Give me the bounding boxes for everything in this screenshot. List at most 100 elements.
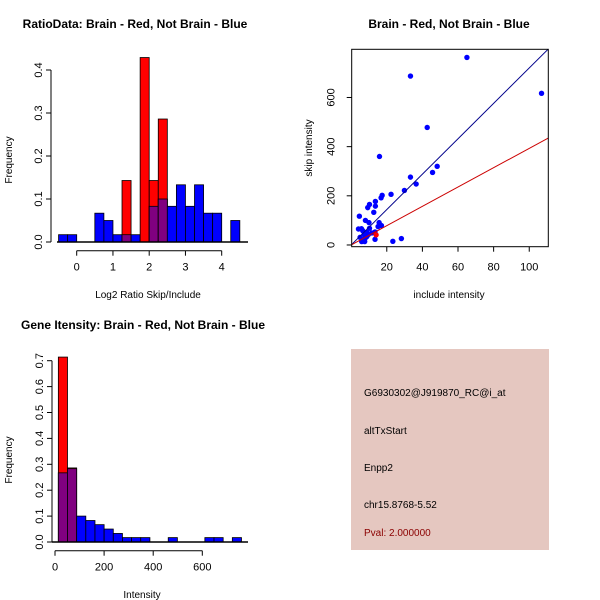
point-not-brain bbox=[372, 203, 379, 209]
point-not-brain bbox=[434, 163, 440, 170]
y-tick-label: 0.5 bbox=[34, 405, 46, 420]
x-tick-label: 0 bbox=[74, 262, 80, 274]
point-not-brain bbox=[365, 204, 371, 211]
x-tick-label: 80 bbox=[488, 262, 500, 274]
point-not-brain bbox=[407, 174, 414, 180]
x-tick-label: 4 bbox=[219, 262, 225, 274]
bar-overlap bbox=[121, 234, 132, 243]
point-not-brain bbox=[401, 187, 408, 194]
x-tick-label: 60 bbox=[452, 262, 464, 274]
point-not-brain bbox=[464, 54, 470, 61]
hist1-xlabel: Log2 Ratio Skip/Include bbox=[95, 290, 201, 301]
bar-not-brain bbox=[230, 220, 241, 243]
bar-not-brain bbox=[112, 533, 123, 543]
point-brain bbox=[373, 232, 379, 238]
bar-not-brain bbox=[94, 524, 105, 543]
bar-not-brain bbox=[130, 234, 141, 243]
point-not-brain bbox=[407, 73, 414, 79]
hist1-ylabel: Frequency bbox=[4, 136, 15, 183]
y-tick-label: 0.6 bbox=[34, 379, 46, 394]
fit-line bbox=[351, 137, 549, 246]
point-not-brain bbox=[376, 153, 383, 160]
bar-not-brain bbox=[212, 212, 223, 243]
y-tick-label: 600 bbox=[326, 88, 338, 106]
scatter-marks bbox=[351, 49, 549, 246]
x-tick-label: 0 bbox=[52, 562, 58, 574]
hist2-xlabel: Intensity bbox=[123, 590, 160, 600]
y-tick-label: 400 bbox=[326, 137, 338, 155]
x-tick-label: 1 bbox=[110, 262, 116, 274]
info-panel bbox=[351, 349, 549, 550]
scatter-xlabel: include intensity bbox=[413, 290, 484, 301]
x-tick-label: 2 bbox=[146, 262, 152, 274]
bar-overlap bbox=[67, 468, 78, 543]
point-not-brain bbox=[398, 235, 405, 242]
y-tick-label: 200 bbox=[326, 187, 338, 205]
point-not-brain bbox=[538, 90, 545, 97]
point-not-brain bbox=[429, 169, 436, 176]
point-not-brain bbox=[413, 181, 419, 187]
scatter-title: Brain - Red, Not Brain - Blue bbox=[368, 17, 530, 31]
bar-brain bbox=[139, 57, 150, 243]
y-tick-label: 0.1 bbox=[33, 191, 45, 206]
point-not-brain bbox=[378, 195, 384, 201]
y-tick-label: 0.2 bbox=[34, 483, 46, 498]
bar-not-brain bbox=[166, 205, 177, 243]
gene-name: Enpp2 bbox=[364, 463, 393, 474]
point-not-brain bbox=[357, 234, 363, 241]
bar-not-brain bbox=[194, 184, 204, 243]
y-tick-label: 0.0 bbox=[33, 234, 45, 249]
y-tick-label: 0.3 bbox=[34, 457, 46, 472]
bar-not-brain bbox=[67, 234, 78, 243]
hist2-title: Gene Itensity: Brain - Red, Not Brain - … bbox=[21, 318, 265, 332]
bar-overlap bbox=[157, 198, 168, 243]
x-tick-label: 400 bbox=[144, 562, 162, 574]
point-not-brain bbox=[356, 213, 363, 219]
y-tick-label: 0.1 bbox=[34, 508, 46, 523]
bar-not-brain bbox=[175, 184, 186, 243]
y-tick-label: 0.4 bbox=[33, 62, 45, 77]
point-not-brain bbox=[366, 225, 373, 231]
point-not-brain bbox=[372, 236, 378, 243]
bar-not-brain bbox=[103, 220, 114, 243]
x-tick-label: 40 bbox=[416, 262, 428, 274]
hist1-title: RatioData: Brain - Red, Not Brain - Blue bbox=[23, 17, 248, 31]
bar-not-brain bbox=[58, 234, 69, 243]
point-not-brain bbox=[366, 219, 372, 226]
x-tick-label: 100 bbox=[520, 262, 538, 274]
y-tick-label: 0 bbox=[326, 242, 338, 248]
x-tick-label: 3 bbox=[182, 262, 188, 274]
fit-line bbox=[351, 49, 549, 246]
bar-brain bbox=[121, 180, 132, 243]
bar-not-brain bbox=[203, 212, 214, 243]
point-not-brain bbox=[371, 209, 377, 215]
bar-not-brain bbox=[185, 205, 195, 243]
location: chr15.8768-5.52 bbox=[364, 500, 437, 511]
y-tick-label: 0.4 bbox=[34, 431, 46, 446]
scatter-ylabel: skip intensity bbox=[304, 119, 315, 176]
hist2-plot: 0.0 0.1 0.2 0.3 0.4 0.5 0.6 0.7 0 200 400 600 bbox=[34, 353, 248, 574]
hist1-plot: 0.0 0.1 0.2 0.3 0.4 0 1 2 3 4 bbox=[33, 57, 248, 274]
y-tick-label: 0.3 bbox=[33, 105, 45, 120]
y-tick-label: 0.0 bbox=[34, 534, 46, 549]
bar-overlap bbox=[57, 472, 68, 543]
probe-id: G6930302@J919870_RC@i_at bbox=[364, 388, 506, 399]
point-not-brain bbox=[388, 191, 394, 198]
x-tick-label: 600 bbox=[193, 562, 211, 574]
x-tick-label: 20 bbox=[381, 262, 393, 274]
plot-box bbox=[351, 48, 549, 248]
y-tick-label: 0.7 bbox=[34, 353, 46, 368]
bar-not-brain bbox=[103, 528, 114, 543]
pval: Pval: 2.000000 bbox=[364, 528, 431, 539]
event-type: altTxStart bbox=[364, 426, 407, 437]
x-tick-label: 200 bbox=[95, 562, 113, 574]
y-tick-label: 0.2 bbox=[33, 148, 45, 163]
bar-not-brain bbox=[85, 520, 96, 543]
point-not-brain bbox=[355, 226, 362, 232]
hist2-ylabel: Frequency bbox=[4, 436, 15, 483]
point-not-brain bbox=[375, 223, 381, 230]
scatter-plot: 20 40 60 80 100 0 200 400 600 bbox=[326, 48, 549, 274]
bar-not-brain bbox=[76, 515, 87, 543]
bar-overlap bbox=[148, 205, 159, 243]
